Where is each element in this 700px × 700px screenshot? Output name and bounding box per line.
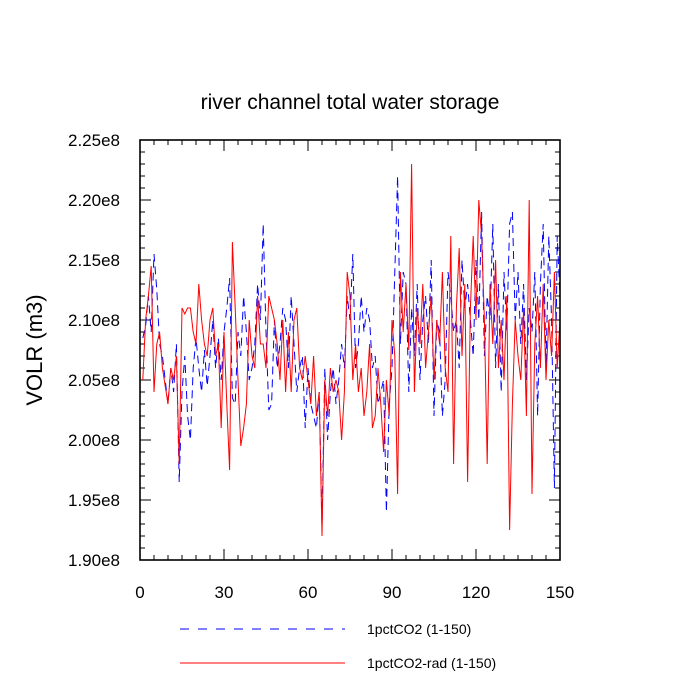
y-tick-label: 2.10e8 <box>68 311 120 330</box>
series-line-1 <box>142 175 561 525</box>
y-tick-label: 2.05e8 <box>68 371 120 390</box>
series-group <box>142 163 561 537</box>
x-tick-label: 30 <box>215 583 234 602</box>
x-tick-label: 90 <box>383 583 402 602</box>
legend-label-2: 1pctCO2-rad (1-150) <box>367 655 496 671</box>
x-tick-label: 0 <box>135 583 144 602</box>
x-tick-label: 150 <box>546 583 574 602</box>
y-tick-label: 1.90e8 <box>68 551 120 570</box>
plot-frame <box>139 139 561 561</box>
y-tick-label: 2.00e8 <box>68 431 120 450</box>
y-tick-label: 2.20e8 <box>68 191 120 210</box>
x-tick-label: 120 <box>462 583 490 602</box>
legend-label-1: 1pctCO2 (1-150) <box>367 621 471 637</box>
y-axis-label: VOLR (m3) <box>22 294 47 405</box>
y-tick-label: 2.15e8 <box>68 251 120 270</box>
legend: 1pctCO2 (1-150) 1pctCO2-rad (1-150) <box>180 621 496 671</box>
series-line-2 <box>142 163 561 537</box>
y-tick-label: 1.95e8 <box>68 491 120 510</box>
y-tick-label: 2.25e8 <box>68 131 120 150</box>
x-tick-label: 60 <box>299 583 318 602</box>
axis-ticks: 0 30 60 90 120 150 1.90e8 1.95e8 2.00e8 2.05e8 2.1… <box>68 131 574 602</box>
chart-title: river channel total water storage <box>201 91 500 114</box>
